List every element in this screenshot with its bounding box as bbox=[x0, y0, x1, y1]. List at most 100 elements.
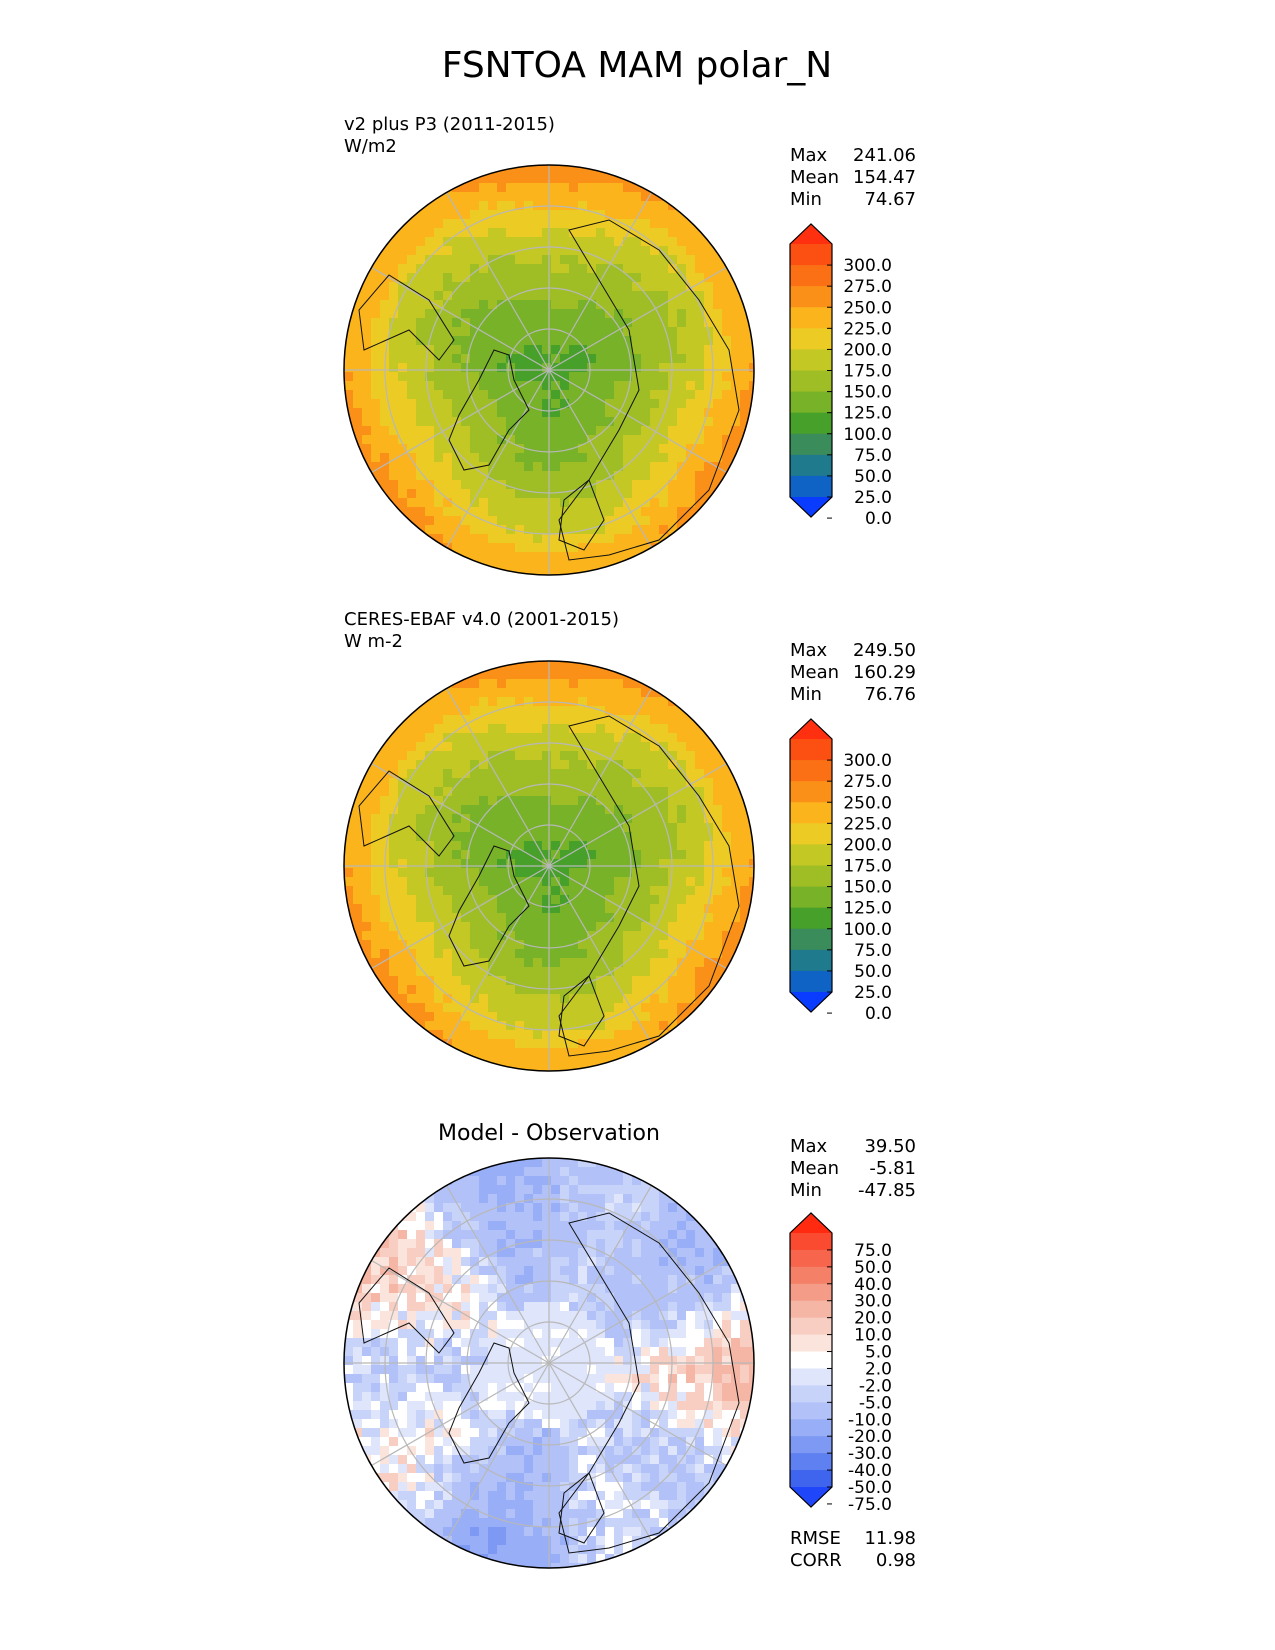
field-cell bbox=[497, 1176, 507, 1186]
field-cell bbox=[623, 336, 633, 346]
field-cell bbox=[524, 444, 534, 454]
field-cell bbox=[731, 958, 741, 968]
field-cell bbox=[596, 300, 606, 310]
field-cell bbox=[659, 769, 669, 779]
field-cell bbox=[695, 868, 705, 878]
field-cell bbox=[632, 976, 642, 986]
field-cell bbox=[470, 886, 480, 896]
field-cell bbox=[506, 1401, 516, 1411]
field-cell bbox=[587, 985, 597, 995]
field-cell bbox=[569, 958, 579, 968]
field-cell bbox=[533, 1003, 543, 1013]
field-cell bbox=[605, 1203, 615, 1213]
field-cell bbox=[641, 219, 651, 229]
field-cell bbox=[533, 1030, 543, 1040]
field-cell bbox=[506, 1239, 516, 1249]
field-cell bbox=[668, 859, 678, 869]
field-cell bbox=[623, 255, 633, 265]
field-cell bbox=[371, 1320, 381, 1330]
field-cell bbox=[632, 1221, 642, 1231]
field-cell bbox=[596, 859, 606, 869]
field-cell bbox=[578, 1320, 588, 1330]
field-cell bbox=[398, 228, 408, 238]
field-cell bbox=[533, 877, 543, 887]
field-cell bbox=[632, 210, 642, 220]
field-cell bbox=[695, 435, 705, 445]
field-cell bbox=[479, 877, 489, 887]
field-cell bbox=[398, 1437, 408, 1447]
field-cell bbox=[560, 805, 570, 815]
field-cell bbox=[578, 1239, 588, 1249]
field-cell bbox=[650, 994, 660, 1004]
field-cell bbox=[470, 706, 480, 716]
field-cell bbox=[443, 994, 453, 1004]
field-cell bbox=[533, 985, 543, 995]
field-cell bbox=[416, 534, 426, 544]
field-cell bbox=[461, 381, 471, 391]
field-cell bbox=[434, 940, 444, 950]
field-cell bbox=[686, 525, 696, 535]
field-cell bbox=[506, 967, 516, 977]
field-cell bbox=[650, 778, 660, 788]
field-cell bbox=[632, 264, 642, 274]
field-cell bbox=[515, 570, 525, 575]
field-cell bbox=[452, 1039, 462, 1049]
field-cell bbox=[578, 1347, 588, 1357]
field-cell bbox=[605, 904, 615, 914]
field-cell bbox=[461, 1239, 471, 1249]
meridian-line bbox=[548, 369, 727, 474]
field-cell bbox=[416, 363, 426, 373]
field-cell bbox=[551, 1329, 561, 1339]
field-cell bbox=[605, 1428, 615, 1438]
field-cell bbox=[497, 1437, 507, 1447]
field-cell bbox=[398, 453, 408, 463]
field-cell bbox=[497, 462, 507, 472]
field-cell bbox=[416, 282, 426, 292]
field-cell bbox=[452, 1338, 462, 1348]
field-cell bbox=[614, 724, 624, 734]
field-cell bbox=[407, 237, 417, 247]
field-cell bbox=[398, 796, 408, 806]
field-cell bbox=[614, 1030, 624, 1040]
field-cell bbox=[479, 525, 489, 535]
field-cell bbox=[425, 1284, 435, 1294]
field-cell bbox=[542, 1374, 552, 1384]
field-cell bbox=[542, 1176, 552, 1186]
field-cell bbox=[542, 1284, 552, 1294]
field-cell bbox=[668, 453, 678, 463]
field-cell bbox=[542, 841, 552, 851]
field-cell bbox=[614, 192, 624, 202]
field-cell bbox=[713, 769, 723, 779]
field-cell bbox=[677, 805, 687, 815]
field-cell bbox=[542, 1203, 552, 1213]
field-cell bbox=[353, 769, 363, 779]
field-cell bbox=[443, 1003, 453, 1013]
field-cell bbox=[425, 697, 435, 707]
field-cell bbox=[578, 1176, 588, 1186]
field-cell bbox=[344, 931, 354, 941]
field-cell bbox=[578, 444, 588, 454]
field-cell bbox=[497, 796, 507, 806]
field-cell bbox=[713, 291, 723, 301]
field-cell bbox=[497, 525, 507, 535]
field-cell bbox=[605, 1030, 615, 1040]
field-cell bbox=[587, 1365, 597, 1375]
field-cell bbox=[452, 1221, 462, 1231]
field-cell bbox=[470, 1257, 480, 1267]
field-cell bbox=[488, 1057, 498, 1067]
field-cell bbox=[452, 1392, 462, 1402]
field-cell bbox=[398, 1347, 408, 1357]
field-cell bbox=[524, 859, 534, 869]
field-cell bbox=[587, 228, 597, 238]
field-cell bbox=[650, 742, 660, 752]
field-cell bbox=[533, 967, 543, 977]
field-cell bbox=[443, 417, 453, 427]
field-cell bbox=[686, 1446, 696, 1456]
field-cell bbox=[371, 1401, 381, 1411]
field-cell bbox=[452, 174, 462, 184]
field-cell bbox=[551, 913, 561, 923]
field-cell bbox=[614, 1347, 624, 1357]
field-cell bbox=[506, 1266, 516, 1276]
field-cell bbox=[362, 868, 372, 878]
field-cell bbox=[677, 390, 687, 400]
